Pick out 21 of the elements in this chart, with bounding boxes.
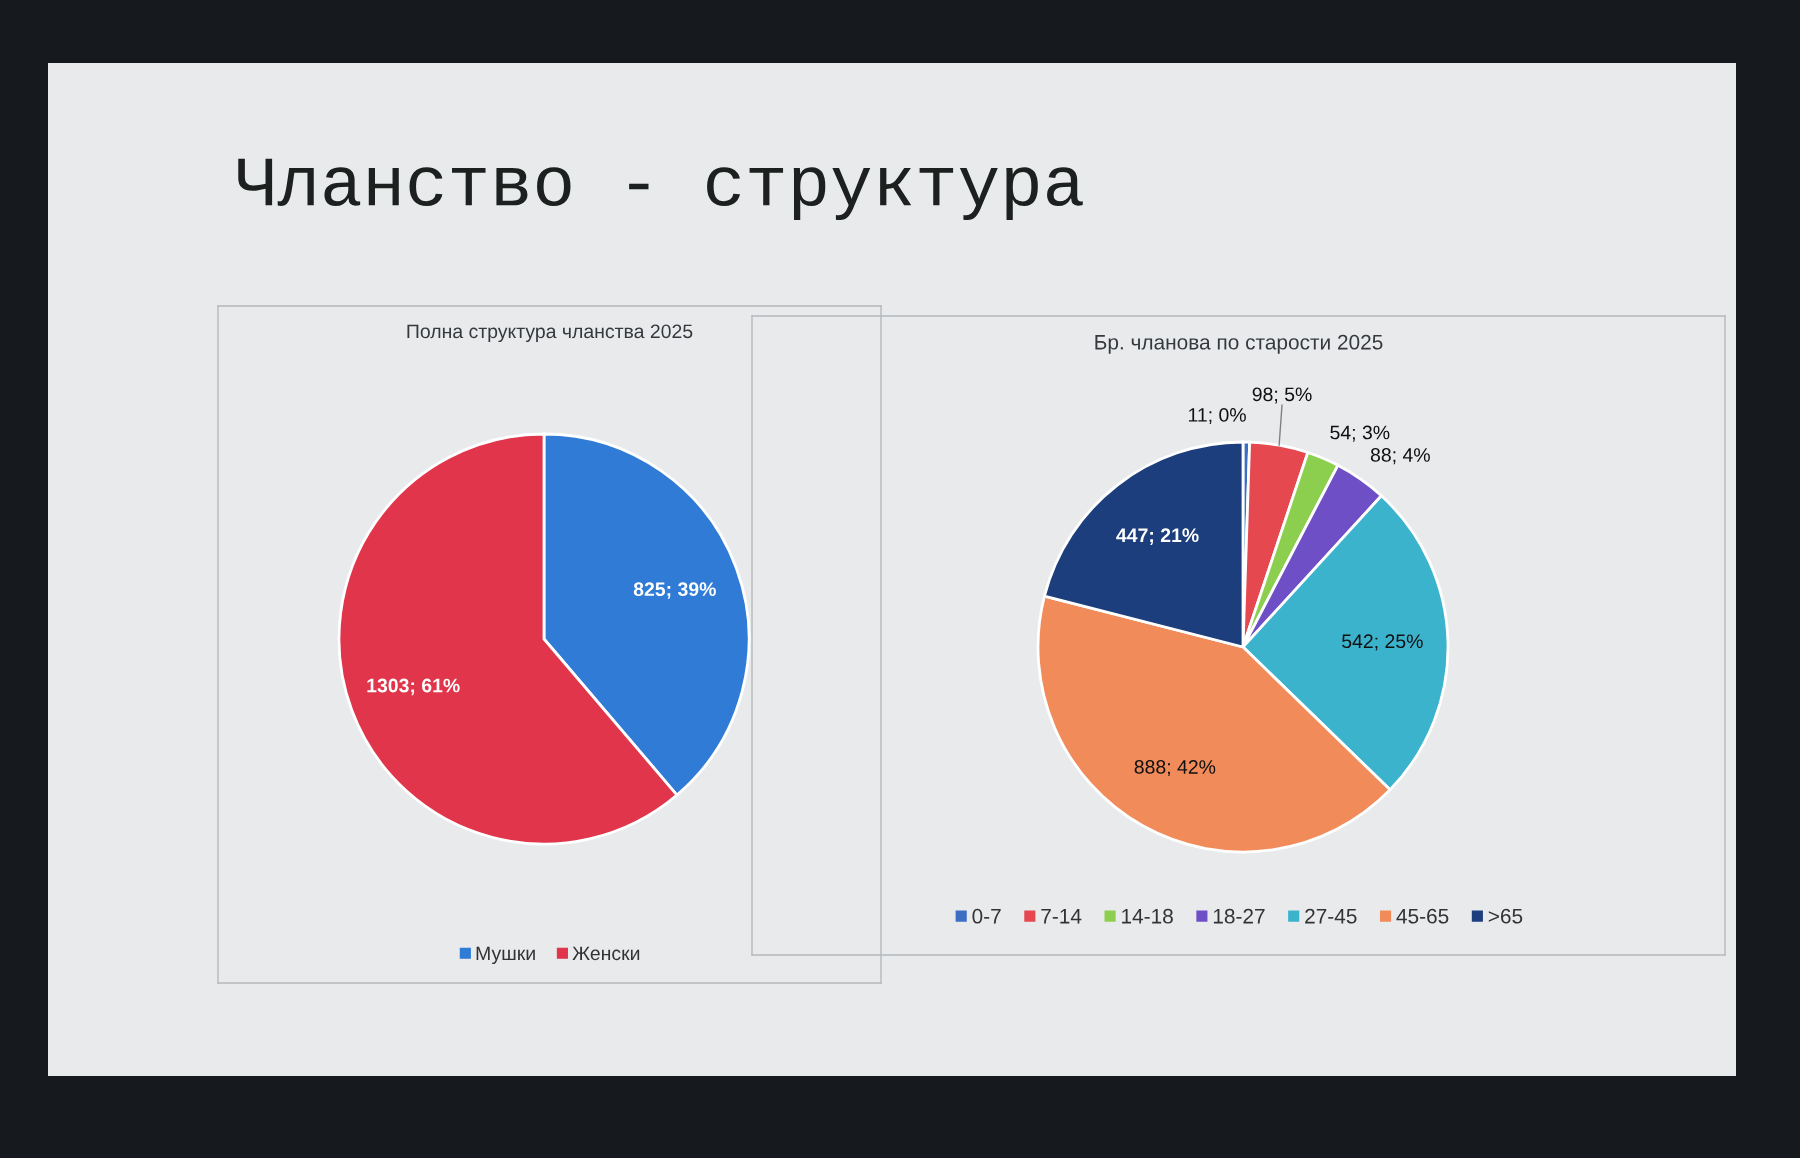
- data-label: 825; 39%: [633, 582, 716, 599]
- chart-title: Бр. чланова по старости 2025: [1095, 334, 1383, 354]
- data-label: 542; 25%: [1342, 634, 1423, 651]
- legend-label: Женски: [572, 946, 640, 961]
- legend-label: 18-27: [1213, 908, 1265, 924]
- text: Чланство - структура: [238, 158, 1083, 221]
- data-label: 88; 4%: [1370, 448, 1430, 465]
- legend-label: 27-45: [1305, 908, 1357, 924]
- data-label: 98; 5%: [1252, 387, 1312, 404]
- data-label: 888; 42%: [1134, 760, 1216, 777]
- legend-label: 45-65: [1396, 908, 1449, 924]
- chart-title: Полна структура чланства 2025: [407, 324, 693, 343]
- data-label: 54; 3%: [1330, 425, 1390, 442]
- legend-label: Мушки: [476, 946, 535, 965]
- data-label: 1303; 61%: [367, 678, 460, 696]
- legend-label: 0-7: [972, 908, 1001, 924]
- legend-label: 7-14: [1041, 909, 1082, 924]
- data-label: 11; 0%: [1188, 408, 1246, 425]
- data-label: 447; 21%: [1116, 528, 1199, 545]
- legend-label: >65: [1488, 908, 1523, 924]
- legend-label: 14-18: [1122, 908, 1173, 924]
